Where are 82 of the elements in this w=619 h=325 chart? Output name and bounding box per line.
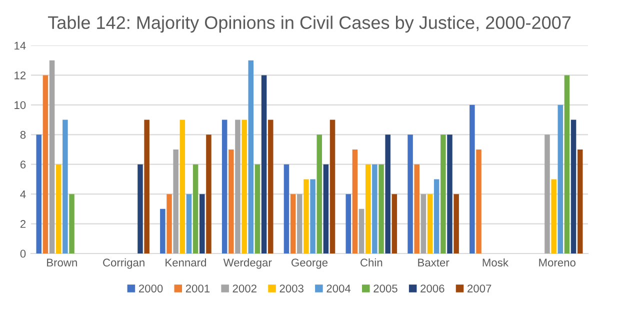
bar <box>192 164 198 254</box>
x-tick-label: Corrigan <box>103 258 144 269</box>
bar <box>440 134 446 254</box>
legend-label: 2006 <box>420 284 444 292</box>
bar <box>346 194 352 254</box>
bar <box>570 120 576 254</box>
legend-label: 2007 <box>468 284 492 292</box>
bar <box>254 164 260 254</box>
bar <box>447 134 452 254</box>
bar <box>414 164 420 254</box>
y-tick-label: 4 <box>20 190 26 198</box>
x-tick-label: Chin <box>360 258 382 267</box>
bar <box>310 179 316 254</box>
bar <box>166 194 172 254</box>
bar <box>206 134 212 254</box>
bar <box>268 120 274 254</box>
legend-label: 2002 <box>232 284 256 292</box>
y-tick-label: 2 <box>20 220 26 228</box>
y-tick-label: 8 <box>20 130 26 139</box>
bar <box>470 104 475 254</box>
x-tick-label: Brown <box>47 258 77 267</box>
y-tick-label: 12 <box>14 71 26 80</box>
bar <box>378 164 384 254</box>
x-tick-label: Mosk <box>482 258 508 267</box>
bar <box>372 164 378 254</box>
bar <box>290 194 296 254</box>
bar <box>222 120 228 254</box>
bar <box>56 164 62 254</box>
x-tick-label: Moreno <box>539 258 576 267</box>
bar <box>235 120 240 254</box>
bar <box>248 60 254 254</box>
bar <box>544 134 550 254</box>
bar <box>408 134 413 254</box>
bar <box>434 179 440 254</box>
bar <box>297 194 302 254</box>
bar <box>49 60 55 254</box>
x-tick-label: George <box>292 258 328 269</box>
bar <box>242 120 247 254</box>
bar <box>316 134 322 254</box>
bar <box>352 150 358 254</box>
bar <box>173 150 178 254</box>
bar <box>186 194 192 254</box>
bar <box>420 194 426 254</box>
bar <box>454 194 459 254</box>
bar <box>36 134 42 254</box>
bar <box>330 120 336 254</box>
bar <box>180 120 186 254</box>
bar <box>62 120 68 254</box>
bar <box>42 75 48 254</box>
bar <box>160 208 166 254</box>
bar <box>577 150 583 254</box>
x-tick-label: Kennard <box>166 258 206 267</box>
chart-title: Table 142: Majority Opinions in Civil Cases by Justice, 2000-2007 <box>48 16 571 33</box>
bar <box>551 179 556 254</box>
y-tick-label: 14 <box>14 42 26 50</box>
legend-label: 2005 <box>374 284 398 292</box>
bar <box>200 194 205 254</box>
legend-label: 2004 <box>326 284 351 292</box>
bar <box>69 194 74 254</box>
legend-label: 2000 <box>138 284 163 292</box>
bar <box>228 150 234 254</box>
legend-label: 2003 <box>280 284 304 292</box>
bar <box>144 120 150 254</box>
bar <box>392 194 398 254</box>
bar <box>323 164 329 254</box>
y-tick-label: 0 <box>20 250 26 258</box>
bar <box>385 134 390 254</box>
x-tick-label: Werdegar <box>223 258 272 269</box>
bar <box>261 75 267 254</box>
bar <box>284 164 290 254</box>
bar <box>304 179 309 254</box>
legend-label: 2001 <box>186 284 210 292</box>
bar <box>365 164 371 254</box>
bar <box>427 194 433 254</box>
bar <box>476 150 482 254</box>
x-tick-label: Baxter <box>418 258 450 267</box>
y-tick-label: 10 <box>14 101 26 110</box>
bar <box>138 164 143 254</box>
y-tick-label: 6 <box>20 160 26 168</box>
bar <box>564 75 570 254</box>
bar <box>558 104 564 254</box>
bar <box>358 208 364 254</box>
